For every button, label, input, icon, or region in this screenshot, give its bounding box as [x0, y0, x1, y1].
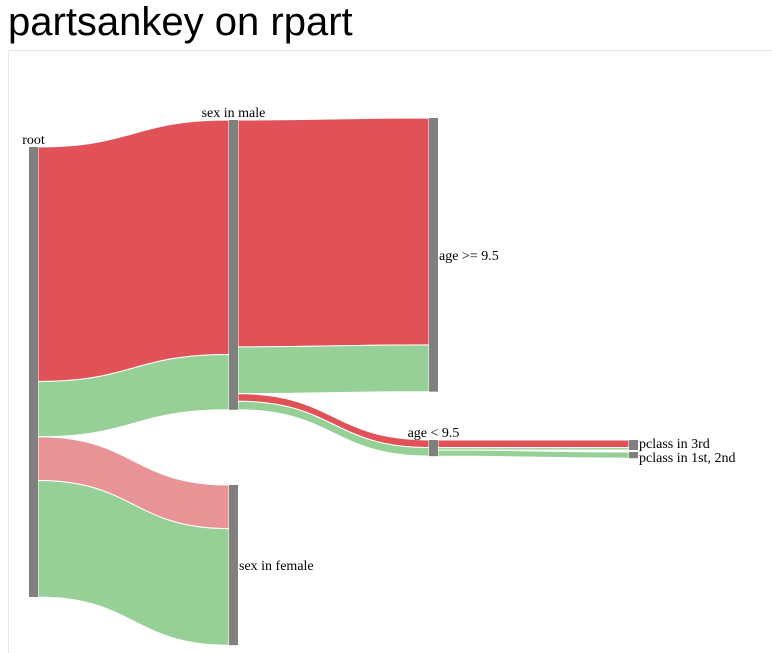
link-male-age_lt-died [237, 393, 430, 449]
node-label-age_lt: age < 9.5 [408, 426, 460, 441]
chart-panel [8, 50, 772, 653]
link-root-female-survived [37, 479, 230, 646]
node-label-male: sex in male [202, 106, 266, 121]
node-label-female: sex in female [239, 559, 314, 574]
link-root-male-died [37, 119, 230, 382]
node-age_lt[interactable] [429, 440, 438, 457]
nodes-layer [29, 118, 638, 646]
node-root[interactable] [29, 147, 38, 597]
links-layer [37, 117, 630, 646]
node-label-age_ge: age >= 9.5 [439, 249, 499, 264]
link-age_lt-pclass3-died [437, 439, 630, 449]
node-male[interactable] [229, 120, 238, 410]
node-age_ge[interactable] [429, 118, 438, 392]
link-age_lt-pclass12-survived [437, 449, 630, 459]
node-label-pclass3: pclass in 3rd [639, 437, 710, 452]
node-pclass12[interactable] [629, 452, 638, 459]
node-label-pclass12: pclass in 1st, 2nd [639, 451, 735, 466]
link-male-age_lt-survived [237, 400, 430, 457]
node-female[interactable] [229, 485, 238, 646]
link-male-age_ge-survived [237, 344, 430, 395]
link-male-age_ge-died [237, 117, 430, 348]
node-pclass3[interactable] [629, 440, 638, 450]
node-label-root: root [22, 133, 45, 148]
page-title: partsankey on rpart [8, 0, 353, 44]
labels-layer: root sex in male sex in female age >= 9.5 ag… [22, 106, 735, 574]
